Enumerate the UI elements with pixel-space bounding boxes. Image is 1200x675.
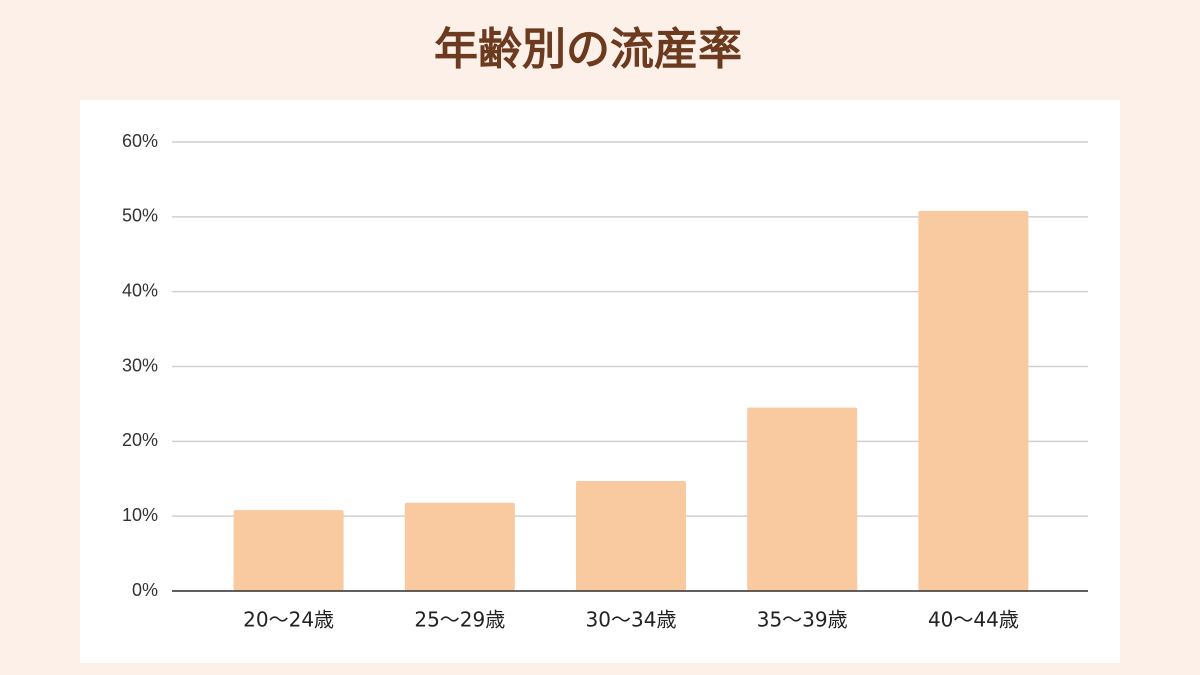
x-tick-label: 35～39歳 [757, 608, 848, 632]
x-tick-label: 40～44歳 [928, 608, 1019, 632]
x-tick-label: 30～34歳 [586, 608, 677, 632]
bar [747, 407, 858, 591]
x-tick-label: 25～29歳 [414, 608, 505, 632]
y-tick-label: 10% [122, 505, 158, 525]
bar [576, 480, 686, 591]
y-tick-label: 50% [122, 206, 158, 226]
x-tick-label: 20～24歳 [243, 608, 334, 632]
y-tick-label: 0% [132, 580, 158, 600]
y-tick-label: 20% [122, 430, 158, 450]
bar [404, 502, 515, 591]
bar [233, 510, 344, 591]
bar [918, 210, 1029, 591]
y-tick-label: 60% [122, 131, 158, 151]
y-tick-label: 40% [122, 280, 158, 300]
y-tick-label: 30% [122, 355, 158, 375]
chart-title: 年齢別の流産率 [434, 24, 742, 75]
